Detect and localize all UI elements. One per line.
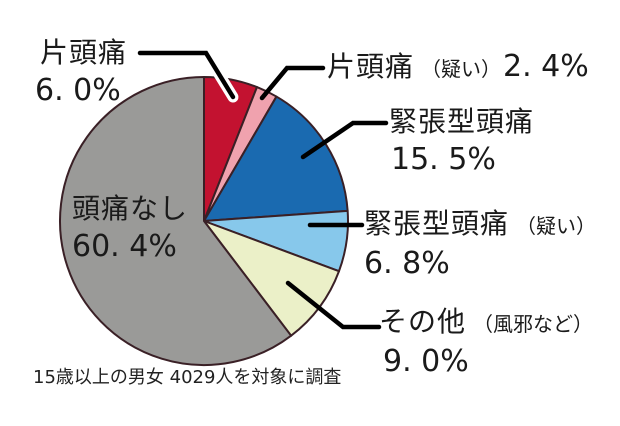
leader-line-tension (300, 120, 389, 160)
value-tension: 15. 5% (391, 142, 496, 177)
label-migraine-suspected-text: 片頭痛 (327, 50, 415, 83)
label-other: その他 （風邪など） 9. 0% (379, 303, 595, 381)
label-tension-suspected: 緊張型頭痛 （疑い） 6. 8% (364, 205, 598, 283)
survey-note: 15歳以上の男女 4029人を対象に調査 (33, 367, 342, 388)
label-tension-suspected-qualifier: （疑い） (516, 214, 597, 238)
leader-line-migraine-suspected (259, 65, 326, 101)
label-no-headache: 頭痛なし 60. 4% (72, 190, 188, 266)
label-tension-suspected-text: 緊張型頭痛 (364, 207, 510, 240)
label-migraine-text: 片頭痛 (40, 36, 128, 69)
pie (59, 76, 349, 366)
label-no-headache-text: 頭痛なし (72, 192, 189, 225)
pie-slice-tension (203, 95, 349, 222)
pie-slice-none (59, 76, 293, 366)
label-tension-text: 緊張型頭痛 (389, 105, 535, 138)
label-migraine-suspected: 片頭痛 （疑い）2. 4% (327, 48, 589, 88)
value-other: 9. 0% (383, 344, 469, 379)
leader-line-migraine (137, 50, 236, 100)
leader-lines (137, 47, 389, 330)
label-migraine-suspected-qualifier: （疑い） (421, 57, 502, 81)
label-migraine: 片頭痛 6. 0% (35, 34, 127, 110)
value-migraine: 6. 0% (35, 73, 121, 108)
leader-line-other (285, 280, 382, 330)
value-tension-suspected: 6. 8% (364, 246, 450, 281)
label-other-text: その他 (379, 305, 467, 338)
label-tension: 緊張型頭痛 15. 5% (389, 103, 534, 179)
label-other-qualifier: （風邪など） (473, 312, 594, 336)
value-migraine-suspected: 2. 4% (503, 49, 589, 84)
value-no-headache: 60. 4% (72, 229, 177, 264)
